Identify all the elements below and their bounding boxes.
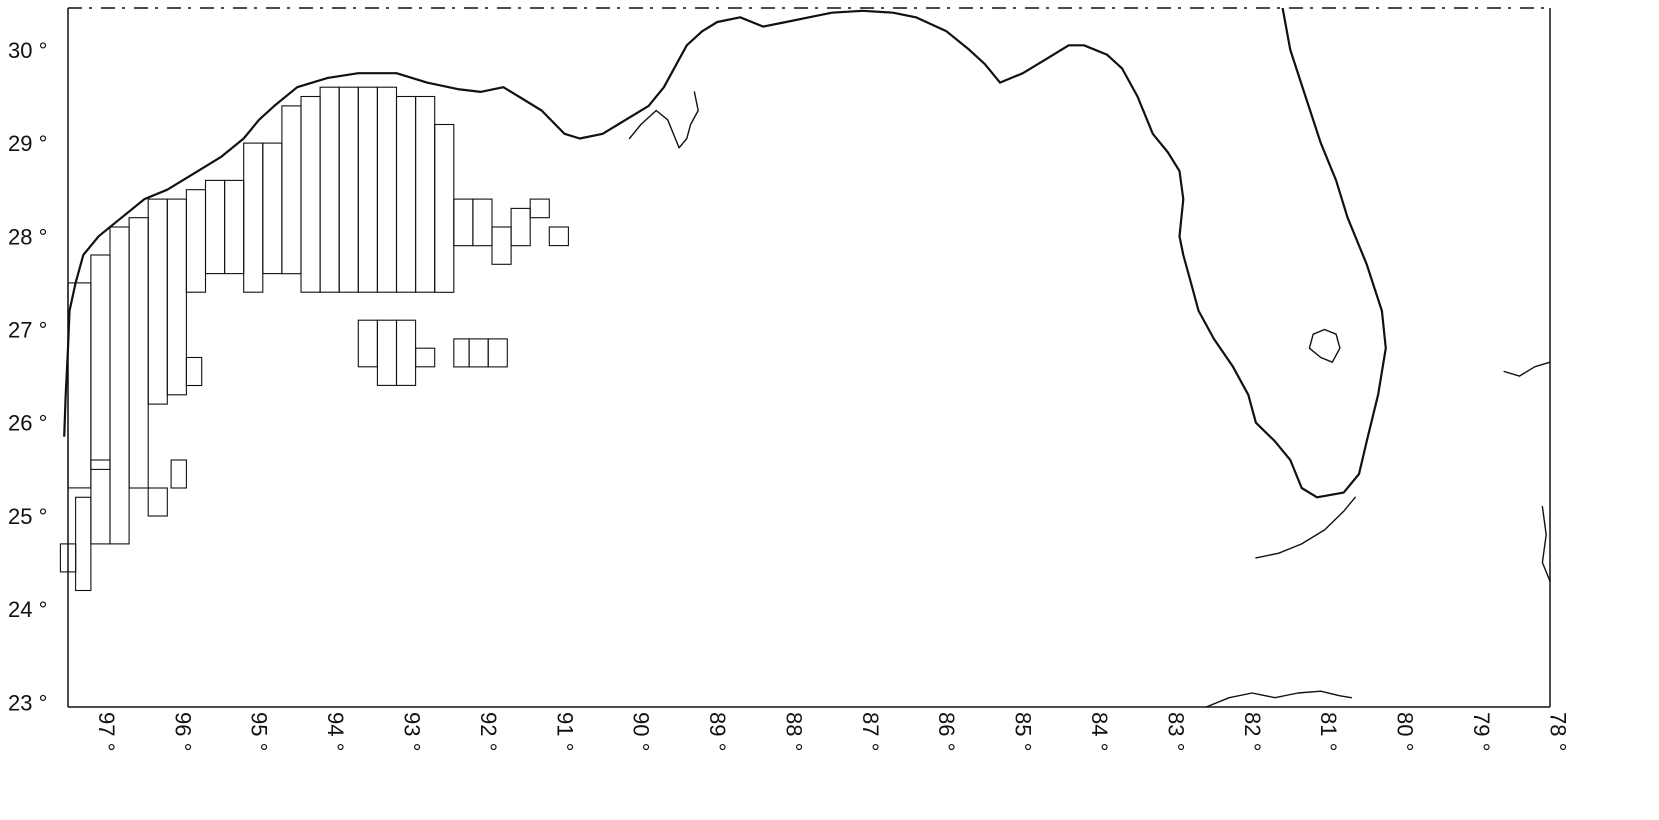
survey-cell — [395, 319, 417, 386]
longitude-label-group: 89 ° — [705, 712, 730, 751]
survey-cell — [468, 338, 489, 368]
longitude-label-group: 82 ° — [1240, 712, 1265, 751]
survey-cell — [204, 179, 226, 275]
survey-cell — [75, 496, 92, 592]
survey-cell — [472, 198, 493, 247]
latitude-label: 23 ° — [8, 690, 47, 715]
survey-cell — [243, 142, 264, 293]
longitude-label: 92 ° — [476, 712, 501, 751]
survey-cell — [491, 226, 512, 265]
longitude-label: 80 ° — [1393, 712, 1418, 751]
longitude-label-group: 97 ° — [94, 712, 119, 751]
longitude-label: 79 ° — [1469, 712, 1494, 751]
longitude-label-group: 91 ° — [552, 712, 577, 751]
survey-cell — [166, 198, 187, 396]
longitude-label: 90 ° — [629, 712, 654, 751]
longitude-label: 95 ° — [247, 712, 272, 751]
longitude-label: 88 ° — [781, 712, 806, 751]
survey-cell — [319, 86, 340, 293]
longitude-label: 78 ° — [1545, 712, 1570, 751]
longitude-label-group: 88 ° — [781, 712, 806, 751]
coastline-keys — [1255, 496, 1356, 559]
survey-cell — [224, 179, 245, 275]
longitude-label-group: 93 ° — [400, 712, 425, 751]
longitude-label-group: 81 ° — [1316, 712, 1341, 751]
survey-cell — [185, 189, 207, 293]
survey-cell — [262, 142, 283, 275]
longitude-label-group: 86 ° — [934, 712, 959, 751]
latitude-label: 25 ° — [8, 504, 47, 529]
longitude-label-group: 87 ° — [858, 712, 883, 751]
longitude-label: 86 ° — [934, 712, 959, 751]
longitude-label-group: 78 ° — [1545, 712, 1570, 751]
survey-cell-layer — [59, 86, 569, 592]
longitude-label: 93 ° — [400, 712, 425, 751]
longitude-label-group: 84 ° — [1087, 712, 1112, 751]
coastline-bahamas-andros — [1503, 361, 1551, 377]
survey-cell — [357, 319, 378, 368]
survey-cell — [548, 226, 569, 247]
longitude-label-group: 80 ° — [1393, 712, 1418, 751]
survey-cell — [434, 123, 455, 293]
survey-cell — [90, 459, 111, 545]
longitude-label-group: 83 ° — [1163, 712, 1188, 751]
longitude-label: 84 ° — [1087, 712, 1112, 751]
survey-cell — [376, 86, 398, 293]
survey-cell — [376, 319, 398, 386]
longitude-label-group: 95 ° — [247, 712, 272, 751]
survey-cell — [415, 347, 436, 368]
survey-cell — [338, 86, 359, 293]
survey-cell — [185, 356, 203, 387]
survey-cell — [90, 254, 111, 470]
survey-cell — [415, 95, 436, 293]
longitude-axis: 97 ° 96 ° 95 ° 94 ° 93 ° 92 ° 91 ° 90 ° 89 ° 88 °… — [94, 712, 1571, 751]
survey-cell — [453, 198, 474, 247]
latitude-label: 27 ° — [8, 318, 47, 343]
survey-cell — [453, 338, 470, 368]
longitude-label: 96 ° — [170, 712, 195, 751]
coastline-cuba — [1205, 690, 1353, 708]
survey-cell — [510, 207, 531, 247]
longitude-label-group: 85 ° — [1011, 712, 1036, 751]
longitude-label: 97 ° — [94, 712, 119, 751]
longitude-label-group: 90 ° — [629, 712, 654, 751]
latitude-label: 30 ° — [8, 38, 47, 63]
survey-cell — [67, 282, 92, 489]
longitude-label: 81 ° — [1316, 712, 1341, 751]
survey-cell — [170, 459, 187, 489]
survey-cell — [357, 86, 378, 293]
coastline-bahamas-south — [1541, 505, 1551, 582]
longitude-label-group: 92 ° — [476, 712, 501, 751]
latitude-axis: 30 ° 29 ° 28 ° 27 ° 26 ° 25 ° 24 ° 23 ° — [8, 38, 47, 715]
longitude-label: 82 ° — [1240, 712, 1265, 751]
coastline-okeechobee — [1308, 328, 1341, 363]
coastline-layer — [63, 7, 1551, 708]
longitude-label: 87 ° — [858, 712, 883, 751]
survey-cell — [128, 217, 149, 489]
longitude-label: 89 ° — [705, 712, 730, 751]
longitude-label: 85 ° — [1011, 712, 1036, 751]
survey-cell — [487, 338, 508, 368]
survey-cell — [529, 198, 550, 219]
longitude-label: 94 ° — [323, 712, 348, 751]
longitude-label-group: 79 ° — [1469, 712, 1494, 751]
survey-cell — [281, 105, 302, 275]
longitude-label-group: 94 ° — [323, 712, 348, 751]
map-frame — [67, 7, 1551, 708]
survey-cell — [147, 487, 168, 517]
coastline-texas-louisiana — [63, 7, 1387, 499]
coastline-mississippi-delta — [628, 91, 699, 149]
survey-cell — [147, 198, 168, 405]
longitude-label: 91 ° — [552, 712, 577, 751]
longitude-label: 83 ° — [1163, 712, 1188, 751]
survey-cell — [109, 226, 130, 545]
latitude-label: 24 ° — [8, 597, 47, 622]
latitude-label: 26 ° — [8, 411, 47, 436]
longitude-label-group: 96 ° — [170, 712, 195, 751]
survey-cell — [300, 95, 321, 293]
latitude-label: 28 ° — [8, 224, 47, 249]
survey-cell — [395, 95, 417, 293]
latitude-label: 29 ° — [8, 131, 47, 156]
